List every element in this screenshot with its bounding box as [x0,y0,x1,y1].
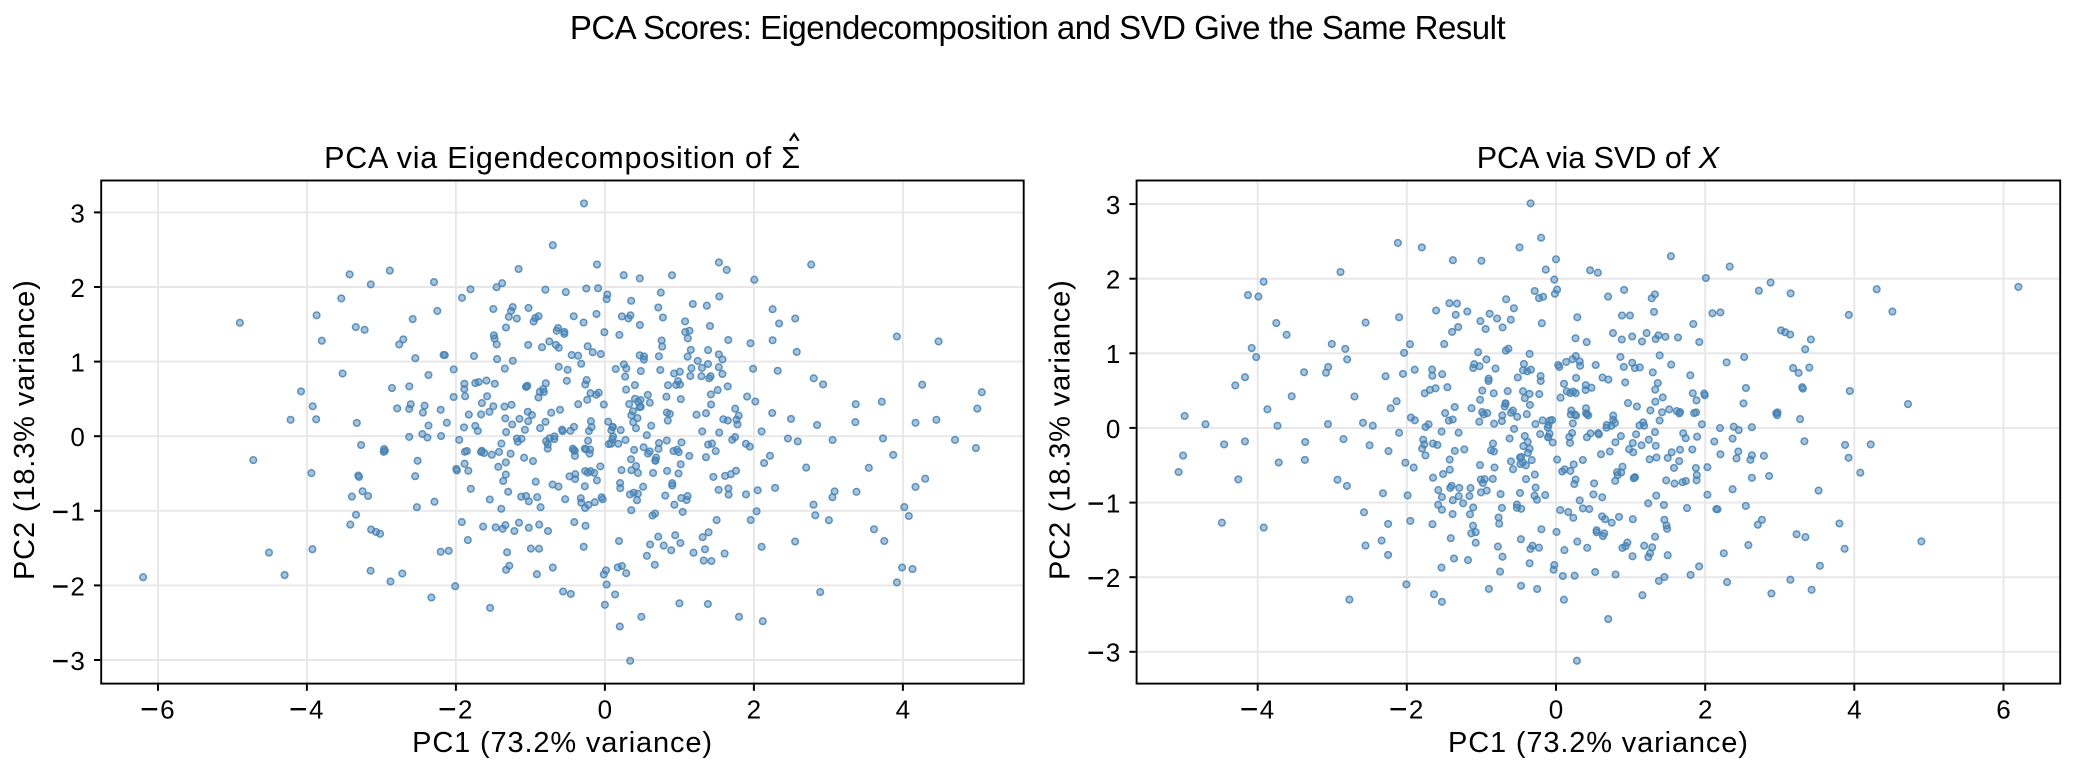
svg-text:2: 2 [70,571,84,601]
svg-text:3: 3 [70,198,84,228]
svg-text:4: 4 [1260,694,1274,724]
svg-text:2: 2 [1409,694,1423,724]
svg-text:PCA Scores: Eigendecomposition: PCA Scores: Eigendecomposition and SVD G… [570,9,1506,46]
svg-text:PC1 (73.2% variance): PC1 (73.2% variance) [1448,727,1749,759]
svg-text:0: 0 [598,694,612,724]
svg-text:3: 3 [1106,190,1120,220]
svg-text:1: 1 [1106,489,1120,519]
svg-text:0: 0 [1549,694,1563,724]
svg-text:1: 1 [70,348,84,378]
svg-text:0: 0 [1106,414,1120,444]
svg-text:2: 2 [70,273,84,303]
svg-text:1: 1 [1106,339,1120,369]
svg-text:4: 4 [1847,694,1861,724]
svg-text:4: 4 [896,694,910,724]
svg-text:4: 4 [309,694,323,724]
svg-text:6: 6 [1996,694,2010,724]
svg-text:PC2 (18.3% variance): PC2 (18.3% variance) [1045,279,1077,580]
svg-text:6: 6 [160,694,174,724]
svg-text:1: 1 [70,497,84,527]
svg-text:PC2 (18.3% variance): PC2 (18.3% variance) [9,279,41,580]
svg-text:PCA via SVD of X: PCA via SVD of X [1477,141,1721,175]
svg-text:2: 2 [458,694,472,724]
svg-text:PCA via Eigendecomposition of: PCA via Eigendecomposition of Σ [324,141,801,175]
svg-text:3: 3 [1106,638,1120,668]
svg-text:2: 2 [1106,563,1120,593]
svg-text:0: 0 [70,422,84,452]
svg-text:PC1 (73.2% variance): PC1 (73.2% variance) [412,727,713,759]
svg-text:2: 2 [1698,694,1712,724]
svg-text:2: 2 [1106,265,1120,295]
svg-text:3: 3 [70,646,84,676]
svg-text:2: 2 [747,694,761,724]
